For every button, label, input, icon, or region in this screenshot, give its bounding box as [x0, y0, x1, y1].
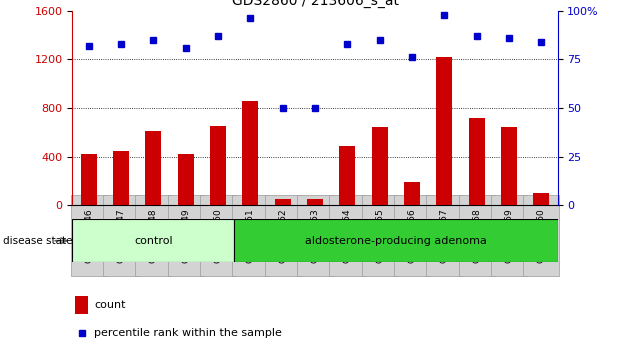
Bar — [339, 146, 355, 205]
Title: GDS2860 / 213606_s_at: GDS2860 / 213606_s_at — [231, 0, 399, 8]
Bar — [372, 127, 387, 205]
Bar — [145, 131, 161, 205]
Bar — [404, 182, 420, 205]
Text: disease state: disease state — [3, 236, 72, 246]
Text: percentile rank within the sample: percentile rank within the sample — [94, 328, 282, 338]
Bar — [501, 127, 517, 205]
Bar — [436, 57, 452, 205]
Bar — [113, 151, 129, 205]
Bar — [210, 126, 226, 205]
Bar — [533, 193, 549, 205]
Bar — [242, 101, 258, 205]
Bar — [75, 296, 88, 314]
Bar — [469, 118, 485, 205]
Text: aldosterone-producing adenoma: aldosterone-producing adenoma — [305, 236, 487, 246]
Bar — [81, 154, 97, 205]
Text: control: control — [134, 236, 173, 246]
Bar — [234, 219, 558, 262]
Bar — [307, 199, 323, 205]
Bar — [275, 199, 291, 205]
Bar — [72, 219, 234, 262]
Bar — [178, 154, 194, 205]
Text: count: count — [94, 300, 126, 310]
